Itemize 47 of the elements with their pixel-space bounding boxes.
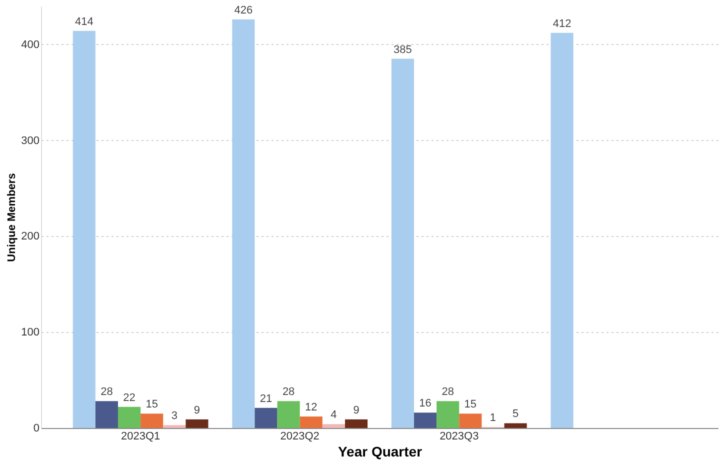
y-tick-label: 300 xyxy=(21,134,40,147)
bar xyxy=(72,30,96,428)
bar xyxy=(322,424,345,428)
data-label: 9 xyxy=(353,404,360,416)
bar xyxy=(300,416,322,428)
x-axis-title: Year Quarter xyxy=(338,444,423,460)
x-tick-label: 2023Q2 xyxy=(280,430,320,442)
bar xyxy=(459,414,482,428)
data-label: 4 xyxy=(330,409,337,422)
bar xyxy=(186,419,208,428)
data-label: 3 xyxy=(171,410,178,422)
data-label: 414 xyxy=(74,16,94,28)
bar xyxy=(414,412,437,428)
bar xyxy=(232,19,255,428)
data-label: 21 xyxy=(260,392,272,405)
x-tick-label: 2023Q3 xyxy=(440,430,479,442)
data-label: 12 xyxy=(305,401,318,414)
bar xyxy=(391,58,414,428)
y-tick-label: 200 xyxy=(21,230,40,243)
bar xyxy=(118,406,141,428)
bar xyxy=(344,419,368,428)
x-tick-label: 2023Q1 xyxy=(120,430,160,442)
bar xyxy=(504,423,527,428)
y-tick-label: 100 xyxy=(21,326,40,339)
data-label: 22 xyxy=(123,392,136,404)
data-label: 15 xyxy=(464,398,477,411)
data-label: 426 xyxy=(234,4,253,16)
data-label: 412 xyxy=(552,18,572,30)
bar xyxy=(277,401,300,428)
data-label: 28 xyxy=(282,386,295,398)
bar xyxy=(95,401,118,428)
data-label: 28 xyxy=(100,386,113,398)
data-label: 28 xyxy=(442,386,454,398)
y-tick-label: 400 xyxy=(21,38,40,51)
data-label: 16 xyxy=(419,398,432,410)
data-label: 5 xyxy=(512,408,519,420)
y-tick-label: 0 xyxy=(33,422,40,434)
bar xyxy=(436,401,460,428)
data-label: 9 xyxy=(194,404,200,416)
y-axis-title: Unique Members xyxy=(6,173,18,262)
bar xyxy=(254,408,278,428)
data-label: 15 xyxy=(146,398,158,411)
bar xyxy=(140,414,164,428)
data-label: 385 xyxy=(394,44,412,56)
data-label: 1 xyxy=(490,412,496,424)
bar xyxy=(163,425,186,428)
bar xyxy=(550,32,574,428)
